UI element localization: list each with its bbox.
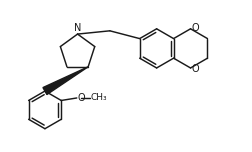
Text: O: O — [191, 64, 199, 74]
Text: CH₃: CH₃ — [90, 93, 107, 102]
Text: O: O — [191, 23, 199, 33]
Text: O: O — [77, 93, 84, 103]
Text: N: N — [74, 23, 81, 33]
Polygon shape — [43, 67, 88, 95]
